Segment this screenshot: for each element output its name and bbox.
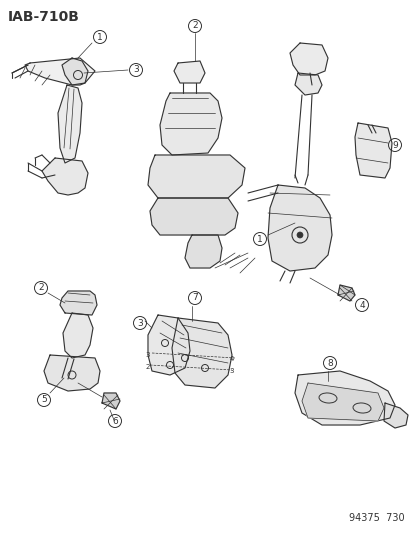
Polygon shape	[63, 313, 93, 358]
Text: 7: 7	[192, 294, 197, 303]
Text: 1: 1	[97, 33, 102, 42]
Text: 4: 4	[229, 356, 234, 362]
Polygon shape	[337, 285, 354, 301]
Text: 2: 2	[145, 364, 150, 370]
Polygon shape	[294, 73, 321, 95]
Circle shape	[296, 232, 302, 238]
Polygon shape	[267, 185, 331, 271]
Text: 3: 3	[229, 368, 234, 374]
Polygon shape	[62, 58, 88, 85]
Polygon shape	[171, 318, 231, 388]
Text: 2: 2	[192, 21, 197, 30]
Polygon shape	[354, 123, 391, 178]
Text: IAB-710B: IAB-710B	[8, 10, 80, 24]
Polygon shape	[42, 158, 88, 195]
Text: 3: 3	[137, 319, 142, 327]
Polygon shape	[60, 291, 97, 315]
Polygon shape	[44, 355, 100, 391]
Text: 2: 2	[38, 284, 44, 293]
Polygon shape	[173, 61, 204, 83]
Text: 6: 6	[112, 416, 118, 425]
Polygon shape	[102, 393, 120, 409]
Text: 9: 9	[391, 141, 397, 149]
Text: 8: 8	[326, 359, 332, 367]
Text: 3: 3	[145, 352, 150, 358]
Text: 94375  730: 94375 730	[349, 513, 404, 523]
Text: 1: 1	[256, 235, 262, 244]
Text: 4: 4	[358, 301, 364, 310]
Polygon shape	[294, 371, 394, 425]
Polygon shape	[159, 93, 221, 155]
Polygon shape	[147, 315, 190, 375]
Polygon shape	[383, 403, 407, 428]
Text: 5: 5	[41, 395, 47, 405]
Polygon shape	[185, 235, 221, 268]
Text: 3: 3	[133, 66, 138, 75]
Polygon shape	[289, 43, 327, 75]
Polygon shape	[150, 198, 237, 235]
Polygon shape	[58, 85, 82, 163]
Polygon shape	[147, 155, 244, 198]
Polygon shape	[25, 58, 95, 85]
Polygon shape	[301, 383, 383, 421]
